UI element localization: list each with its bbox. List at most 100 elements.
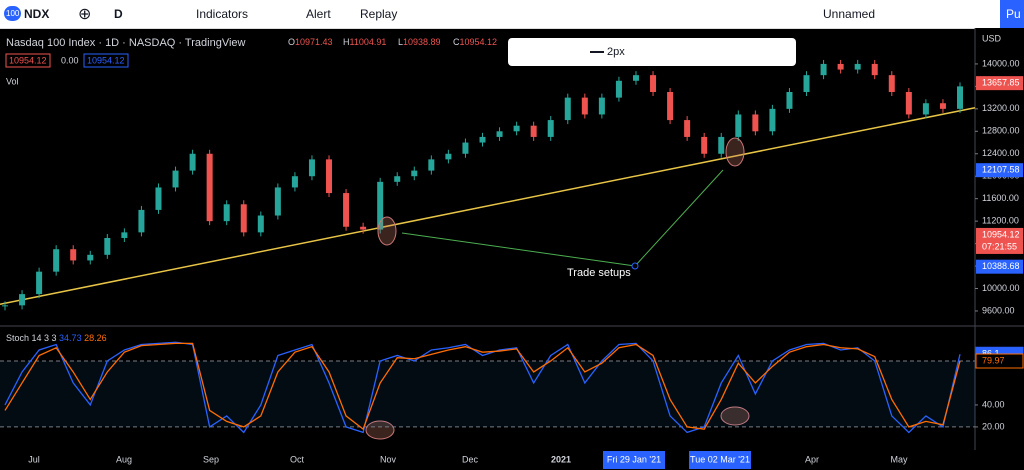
drawing-toolbar bbox=[508, 38, 796, 66]
currency: USD bbox=[982, 33, 1002, 43]
candle bbox=[240, 204, 247, 233]
candle bbox=[837, 63, 844, 70]
title: Nasdaq 100 Index · 1D · NASDAQ · Trading… bbox=[6, 37, 246, 49]
highlight bbox=[365, 420, 395, 440]
candle bbox=[70, 249, 77, 261]
candle bbox=[155, 187, 162, 210]
price-tag bbox=[976, 76, 1023, 91]
candle bbox=[104, 237, 111, 255]
symbol-icon: 100 bbox=[4, 6, 22, 21]
x-tick-label: May bbox=[890, 454, 908, 464]
legend-value: 10954.12 bbox=[9, 55, 47, 65]
candle bbox=[530, 125, 537, 137]
annotation: Trade setups bbox=[567, 267, 631, 279]
trendline bbox=[0, 106, 976, 305]
x-tick-label: 2021 bbox=[551, 454, 571, 464]
y-tick-label: 14000.00 bbox=[982, 58, 1020, 68]
candle bbox=[803, 75, 810, 93]
y-tick-label: 12800.00 bbox=[982, 126, 1020, 136]
legend-box bbox=[83, 53, 129, 68]
line-width: 2px bbox=[607, 46, 625, 58]
symbol[interactable]: NDX bbox=[24, 7, 50, 21]
y-tick-label: 11200.00 bbox=[982, 216, 1019, 226]
candle bbox=[752, 114, 759, 132]
price-tag bbox=[976, 227, 1023, 254]
candle bbox=[957, 86, 963, 109]
candle bbox=[496, 131, 503, 137]
x-tick-label: Fri 29 Jan '21 bbox=[607, 454, 661, 464]
x-tick-label: Oct bbox=[290, 454, 305, 464]
candle bbox=[138, 209, 145, 233]
candle bbox=[718, 136, 725, 154]
candle bbox=[411, 170, 418, 177]
stoch-k bbox=[4, 341, 961, 434]
candle bbox=[905, 92, 912, 115]
candle bbox=[871, 63, 878, 76]
y-tick-label: 13200.00 bbox=[982, 103, 1020, 113]
candle bbox=[615, 80, 622, 98]
candle bbox=[360, 226, 367, 230]
candle bbox=[274, 187, 281, 216]
candle bbox=[786, 92, 793, 109]
highlight bbox=[377, 216, 397, 246]
candle bbox=[701, 136, 708, 154]
candle bbox=[735, 114, 742, 137]
candle bbox=[121, 232, 128, 238]
value-tag bbox=[975, 353, 1024, 369]
ohlc: C10954.12 bbox=[453, 37, 497, 47]
price-tag-label: 10388.68 bbox=[982, 261, 1020, 271]
candle bbox=[326, 159, 333, 194]
candle bbox=[291, 176, 298, 188]
candle bbox=[343, 193, 350, 227]
countdown: 07:21:55 bbox=[982, 241, 1017, 251]
stoch-d bbox=[4, 342, 961, 431]
y-tick-label: 12400.00 bbox=[982, 148, 1020, 158]
legend-value: 0.00 bbox=[61, 55, 79, 65]
price-tag-label: 10954.12 bbox=[982, 229, 1020, 239]
candle bbox=[87, 254, 94, 261]
anchor bbox=[631, 262, 639, 270]
interval[interactable]: D bbox=[114, 7, 123, 21]
candle bbox=[189, 153, 196, 171]
candle bbox=[36, 271, 43, 295]
candle bbox=[428, 159, 435, 171]
candle bbox=[564, 97, 571, 121]
x-tick-label: Dec bbox=[462, 454, 479, 464]
alert[interactable]: Alert bbox=[306, 7, 331, 21]
x-tick-label: Aug bbox=[116, 454, 132, 464]
indicators[interactable]: Indicators bbox=[196, 7, 249, 21]
price-tag-label: 12107.58 bbox=[982, 165, 1020, 175]
add-symbol[interactable]: ⊕ bbox=[78, 6, 92, 23]
crosshair-label bbox=[603, 451, 665, 469]
y-tick-label: 10000.00 bbox=[982, 283, 1020, 293]
layout-name[interactable]: Unnamed bbox=[823, 7, 876, 21]
candle bbox=[922, 103, 929, 115]
candle bbox=[547, 120, 554, 137]
chart: 9600.0010000.0010400.0010800.0011200.001… bbox=[0, 28, 1024, 470]
replay[interactable]: Replay bbox=[360, 7, 398, 21]
x-tick-label: Tue 02 Mar '21 bbox=[690, 454, 750, 464]
candle bbox=[581, 97, 588, 115]
candle bbox=[377, 181, 384, 230]
stoch-band bbox=[0, 360, 975, 427]
highlight bbox=[720, 406, 750, 426]
y-tick-label: 20.00 bbox=[982, 421, 1005, 431]
candle bbox=[462, 142, 469, 154]
ohlc: L10938.89 bbox=[398, 37, 441, 47]
ohlc: O10971.43 bbox=[288, 37, 333, 47]
arrow bbox=[401, 232, 636, 267]
legend-value: 10954.12 bbox=[87, 55, 125, 65]
candle bbox=[394, 176, 401, 182]
volume-label: Vol bbox=[6, 76, 19, 86]
candle bbox=[2, 305, 8, 307]
y-tick-label: 11600.00 bbox=[982, 193, 1019, 203]
x-tick-label: Apr bbox=[805, 454, 819, 464]
candle bbox=[172, 170, 179, 188]
arrow bbox=[634, 169, 724, 267]
candle bbox=[53, 249, 60, 272]
candle bbox=[598, 97, 605, 115]
publish[interactable]: Pu bbox=[1000, 0, 1024, 28]
y-tick-label: 40.00 bbox=[982, 399, 1005, 409]
crosshair-label bbox=[689, 451, 751, 469]
candle bbox=[632, 75, 639, 81]
